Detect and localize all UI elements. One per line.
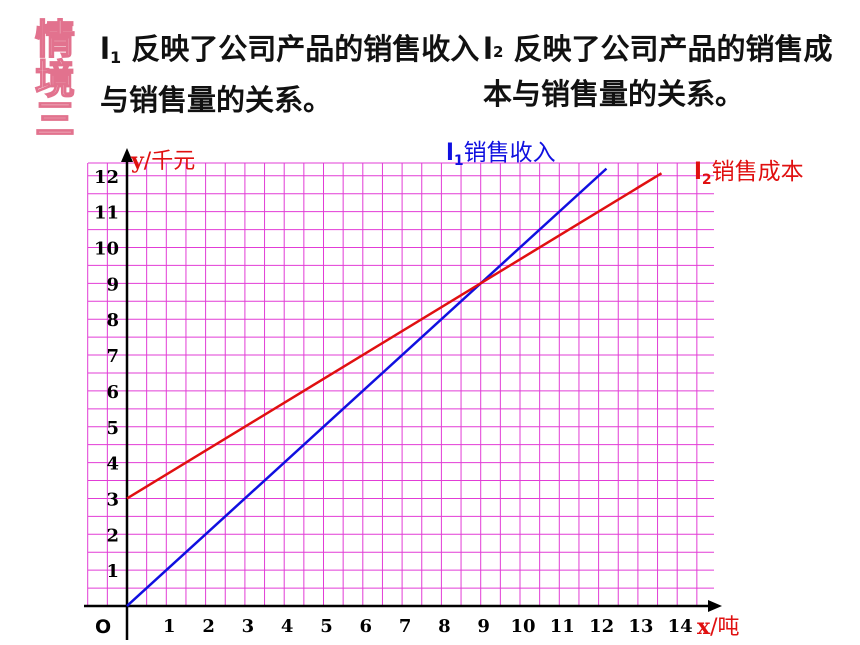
- x-tick-label: 4: [281, 616, 294, 637]
- description-l1-text: 反映了公司产品的销售收入与销售量的关系。: [100, 32, 480, 117]
- y-tick-label: 12: [94, 167, 119, 188]
- x-tick-label: 13: [628, 616, 653, 637]
- x-tick-label: 6: [360, 616, 373, 637]
- series-line-l2: [126, 172, 663, 500]
- x-tick-label: 5: [320, 616, 333, 637]
- y-tick-label: 3: [106, 489, 119, 510]
- side-title: 情 境 三: [30, 16, 80, 143]
- x-tick-label: 9: [477, 616, 490, 637]
- series-label-l1: l1销售收入: [446, 140, 556, 169]
- x-tick-label: 8: [438, 616, 451, 637]
- description-l1: l1 反映了公司产品的销售收入与销售量的关系。: [100, 28, 480, 121]
- description-l1-symbol: l: [100, 32, 110, 66]
- series-label-l2: l2销售成本: [694, 159, 804, 188]
- x-axis-label: x/吨: [697, 614, 740, 640]
- y-tick-label: 8: [106, 310, 119, 331]
- side-title-char-1: 情: [34, 16, 75, 63]
- chart-axes: [84, 148, 722, 640]
- description-l2: l2 反映了公司产品的销售成本与销售量的关系。: [483, 28, 855, 115]
- x-tick-label: 11: [550, 616, 575, 637]
- x-tick-label: 2: [202, 616, 215, 637]
- y-tick-label: 10: [94, 239, 119, 260]
- x-tick-label: 1: [163, 616, 176, 637]
- x-tick-label: 10: [510, 616, 535, 637]
- y-tick-label: 6: [106, 382, 119, 403]
- y-axis-arrow: [121, 148, 133, 162]
- description-l2-text: 反映了公司产品的销售成本与销售量的关系。: [483, 32, 833, 111]
- y-tick-label: 9: [106, 274, 119, 295]
- y-axis-label: y/千元: [130, 148, 195, 174]
- origin-label: O: [95, 616, 111, 638]
- x-tick-label: 7: [399, 616, 412, 637]
- y-tick-label: 11: [94, 203, 119, 224]
- y-tick-label: 1: [106, 561, 119, 582]
- y-tick-label: 5: [106, 418, 119, 439]
- chart-labels: 1 2 3 4 5 6 7 8 9 10 11 12 13 14123456789101112Oy/千元x…: [94, 140, 804, 640]
- description-l2-subscript: 2: [492, 43, 504, 61]
- chart-grid: [87, 162, 714, 607]
- chart-series: [126, 167, 663, 607]
- x-tick-label: 12: [589, 616, 614, 637]
- y-tick-label: 2: [106, 525, 119, 546]
- y-tick-label: 4: [106, 454, 119, 475]
- side-title-char-3: 三: [34, 96, 75, 143]
- x-axis-arrow: [708, 600, 722, 612]
- series-line-l1: [126, 167, 608, 607]
- y-tick-label: 7: [106, 346, 119, 367]
- x-tick-label: 3: [242, 616, 255, 637]
- description-l1-subscript: 1: [109, 48, 122, 67]
- description-l2-symbol: l: [483, 32, 493, 66]
- side-title-char-2: 境: [34, 56, 75, 103]
- x-tick-label: 14: [668, 616, 693, 637]
